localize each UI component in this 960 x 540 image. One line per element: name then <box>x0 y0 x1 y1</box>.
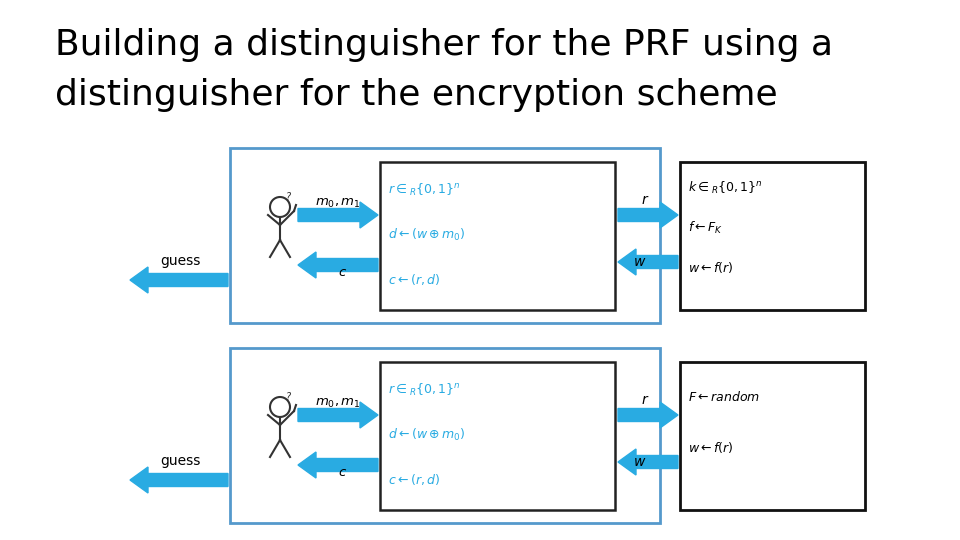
FancyArrow shape <box>618 202 678 228</box>
FancyArrow shape <box>130 267 228 293</box>
Text: $F \leftarrow random$: $F \leftarrow random$ <box>688 390 760 404</box>
Bar <box>230 148 660 323</box>
Bar <box>230 348 660 523</box>
Text: $m_0,m_1$: $m_0,m_1$ <box>315 197 361 210</box>
Text: $r$: $r$ <box>640 193 649 207</box>
Text: guess: guess <box>159 254 201 268</box>
Bar <box>380 162 615 310</box>
FancyArrow shape <box>618 449 678 475</box>
Text: $m_0,m_1$: $m_0,m_1$ <box>315 396 361 409</box>
Text: $k \in_R \{0,1\}^n$: $k \in_R \{0,1\}^n$ <box>688 180 763 196</box>
Text: Building a distinguisher for the PRF using a: Building a distinguisher for the PRF usi… <box>55 28 833 62</box>
Bar <box>680 362 865 510</box>
Text: $f \leftarrow F_K$: $f \leftarrow F_K$ <box>688 220 723 236</box>
Text: $c \leftarrow (r,d)$: $c \leftarrow (r,d)$ <box>388 472 441 487</box>
FancyArrow shape <box>618 402 678 428</box>
FancyArrow shape <box>618 249 678 275</box>
Text: ?: ? <box>285 392 291 402</box>
Text: $w$: $w$ <box>634 455 647 469</box>
Text: $w \leftarrow f(r)$: $w \leftarrow f(r)$ <box>688 260 733 275</box>
Text: $w \leftarrow f(r)$: $w \leftarrow f(r)$ <box>688 440 733 455</box>
FancyArrow shape <box>130 467 228 493</box>
Text: $r \in_R \{0,1\}^n$: $r \in_R \{0,1\}^n$ <box>388 382 461 398</box>
Text: $w$: $w$ <box>634 255 647 269</box>
Text: $c$: $c$ <box>339 266 348 279</box>
Text: guess: guess <box>159 454 201 468</box>
FancyArrow shape <box>298 202 378 228</box>
Text: $d \leftarrow (w \oplus m_0)$: $d \leftarrow (w \oplus m_0)$ <box>388 427 466 443</box>
Text: $r$: $r$ <box>640 393 649 407</box>
Text: $d \leftarrow (w \oplus m_0)$: $d \leftarrow (w \oplus m_0)$ <box>388 227 466 243</box>
Bar <box>680 162 865 310</box>
FancyArrow shape <box>298 252 378 278</box>
Text: $c$: $c$ <box>339 465 348 478</box>
Text: $c \leftarrow (r,d)$: $c \leftarrow (r,d)$ <box>388 272 441 287</box>
Text: ?: ? <box>285 192 291 202</box>
Bar <box>380 362 615 510</box>
FancyArrow shape <box>298 452 378 478</box>
FancyArrow shape <box>298 402 378 428</box>
Text: distinguisher for the encryption scheme: distinguisher for the encryption scheme <box>55 78 778 112</box>
Text: $r \in_R \{0,1\}^n$: $r \in_R \{0,1\}^n$ <box>388 182 461 198</box>
